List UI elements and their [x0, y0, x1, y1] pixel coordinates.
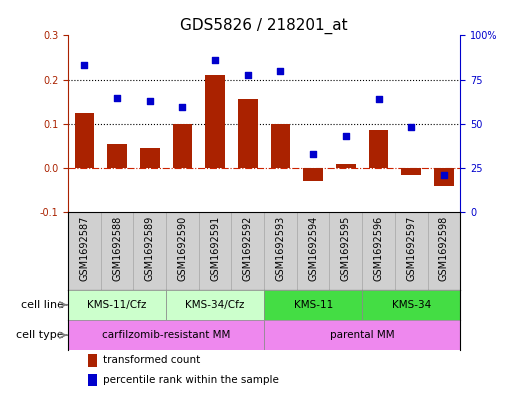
Text: percentile rank within the sample: percentile rank within the sample	[103, 375, 278, 385]
Bar	[297, 212, 329, 290]
Title: GDS5826 / 218201_at: GDS5826 / 218201_at	[180, 18, 348, 34]
Text: GSM1692589: GSM1692589	[145, 216, 155, 281]
Text: GSM1692597: GSM1692597	[406, 216, 416, 281]
Text: KMS-11: KMS-11	[293, 300, 333, 310]
Point	[211, 57, 219, 63]
Point	[178, 104, 187, 110]
Text: parental MM: parental MM	[330, 330, 394, 340]
Point	[309, 151, 317, 157]
Text: carfilzomib-resistant MM: carfilzomib-resistant MM	[102, 330, 230, 340]
Bar	[303, 168, 323, 181]
Text: KMS-34: KMS-34	[392, 300, 431, 310]
Text: KMS-34/Cfz: KMS-34/Cfz	[185, 300, 245, 310]
Bar	[264, 320, 460, 351]
Text: GSM1692593: GSM1692593	[276, 216, 286, 281]
Bar	[362, 212, 395, 290]
Text: GSM1692590: GSM1692590	[177, 216, 187, 281]
Bar	[264, 212, 297, 290]
Bar	[140, 148, 160, 168]
Bar	[133, 212, 166, 290]
Bar	[434, 168, 453, 185]
Text: cell type: cell type	[16, 330, 64, 340]
Bar	[166, 290, 264, 320]
Text: GSM1692587: GSM1692587	[79, 216, 89, 281]
Bar	[199, 212, 231, 290]
Point	[374, 96, 383, 102]
Bar	[264, 290, 362, 320]
Bar	[362, 290, 460, 320]
Point	[244, 72, 252, 78]
Bar	[68, 320, 264, 351]
Bar	[369, 130, 388, 168]
Bar	[107, 144, 127, 168]
Bar	[74, 113, 94, 168]
Point	[407, 124, 415, 130]
Bar	[402, 168, 421, 174]
Bar	[100, 212, 133, 290]
Point	[276, 68, 285, 74]
Bar	[206, 75, 225, 168]
Bar	[395, 212, 428, 290]
Text: GSM1692595: GSM1692595	[341, 216, 351, 281]
Text: GSM1692594: GSM1692594	[308, 216, 318, 281]
Bar	[68, 212, 100, 290]
Text: GSM1692596: GSM1692596	[373, 216, 383, 281]
Bar	[88, 374, 97, 386]
Bar	[428, 212, 460, 290]
Bar	[231, 212, 264, 290]
Bar	[173, 124, 192, 168]
Point	[113, 95, 121, 101]
Bar	[88, 354, 97, 367]
Text: GSM1692598: GSM1692598	[439, 216, 449, 281]
Text: transformed count: transformed count	[103, 355, 200, 365]
Bar	[329, 212, 362, 290]
Text: cell line: cell line	[21, 300, 64, 310]
Text: KMS-11/Cfz: KMS-11/Cfz	[87, 300, 147, 310]
Bar	[238, 99, 257, 168]
Text: GSM1692592: GSM1692592	[243, 216, 253, 281]
Point	[145, 97, 154, 104]
Point	[440, 172, 448, 178]
Bar	[336, 163, 356, 168]
Text: GSM1692591: GSM1692591	[210, 216, 220, 281]
Text: GSM1692588: GSM1692588	[112, 216, 122, 281]
Bar	[166, 212, 199, 290]
Point	[80, 61, 88, 68]
Bar	[271, 124, 290, 168]
Bar	[68, 290, 166, 320]
Point	[342, 133, 350, 139]
